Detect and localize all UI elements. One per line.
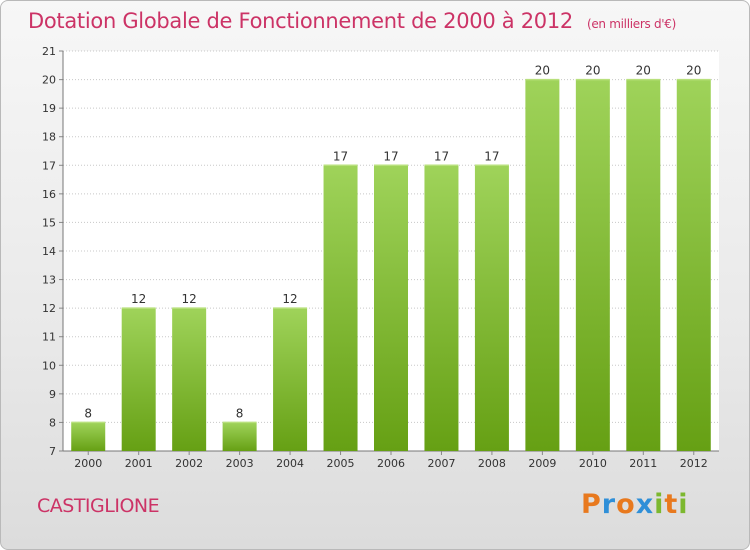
bar-value-label: 17 [434, 149, 449, 163]
y-tick-label: 12 [42, 302, 56, 315]
logo-letter: o [616, 489, 636, 520]
x-tick-label: 2005 [327, 457, 355, 470]
bar [676, 79, 711, 452]
logo-letter: i [654, 489, 665, 520]
y-tick-label: 17 [42, 159, 56, 172]
y-tick-label: 8 [49, 416, 56, 429]
bar [71, 422, 106, 451]
place-name: CASTIGLIONE [37, 495, 160, 517]
x-tick-label: 2000 [74, 457, 102, 470]
bar [525, 79, 560, 452]
bar-value-label: 12 [282, 292, 297, 306]
x-tick-label: 2002 [175, 457, 203, 470]
y-tick-label: 21 [42, 45, 56, 58]
y-tick-label: 20 [42, 74, 56, 87]
bar [323, 165, 358, 452]
logo-letter: P [581, 489, 602, 520]
logo-letter: x [635, 489, 655, 520]
bar-value-label: 17 [333, 149, 348, 163]
bar-value-label: 20 [535, 64, 550, 78]
bar [172, 308, 207, 451]
x-tick-label: 2009 [528, 457, 556, 470]
y-tick-label: 19 [42, 102, 56, 115]
bar-value-label: 8 [236, 406, 244, 420]
x-tick-label: 2007 [427, 457, 455, 470]
x-tick-label: 2012 [680, 457, 708, 470]
chart-subtitle: (en milliers d'€) [586, 17, 676, 31]
y-tick-label: 10 [42, 359, 56, 372]
logo-letter: i [678, 489, 689, 520]
bar-value-label: 20 [686, 64, 701, 78]
x-tick-label: 2008 [478, 457, 506, 470]
bar-value-label: 8 [84, 406, 92, 420]
bar [626, 79, 661, 452]
y-tick-label: 14 [42, 245, 56, 258]
x-tick-label: 2006 [377, 457, 405, 470]
y-tick-label: 16 [42, 188, 56, 201]
chart-title: Dotation Globale de Fonctionnement de 20… [28, 9, 676, 33]
bar [374, 165, 408, 452]
x-tick-label: 2001 [125, 457, 153, 470]
bar [222, 422, 257, 451]
x-tick-label: 2003 [226, 457, 254, 470]
y-tick-label: 11 [42, 331, 56, 344]
y-tick-label: 15 [42, 216, 56, 229]
bar [424, 165, 459, 452]
bar-value-label: 12 [182, 292, 197, 306]
bar-value-label: 20 [585, 64, 600, 78]
y-tick-label: 9 [49, 388, 56, 401]
proxiti-logo: Proxiti [581, 489, 689, 520]
y-tick-label: 13 [42, 274, 56, 287]
bar-value-label: 20 [636, 64, 651, 78]
y-tick-label: 7 [49, 445, 56, 458]
x-tick-label: 2010 [579, 457, 607, 470]
bar-value-label: 17 [484, 149, 499, 163]
logo-letter: t [664, 489, 679, 520]
bar [575, 79, 610, 452]
bar [121, 308, 156, 451]
x-tick-label: 2004 [276, 457, 304, 470]
bar [273, 308, 308, 451]
bar-value-label: 12 [131, 292, 146, 306]
x-tick-label: 2011 [629, 457, 657, 470]
bar-value-label: 17 [383, 149, 398, 163]
title-text: Dotation Globale de Fonctionnement de 20… [28, 9, 573, 33]
logo-letter: r [601, 489, 617, 520]
y-tick-label: 18 [42, 131, 56, 144]
bar [474, 165, 509, 452]
